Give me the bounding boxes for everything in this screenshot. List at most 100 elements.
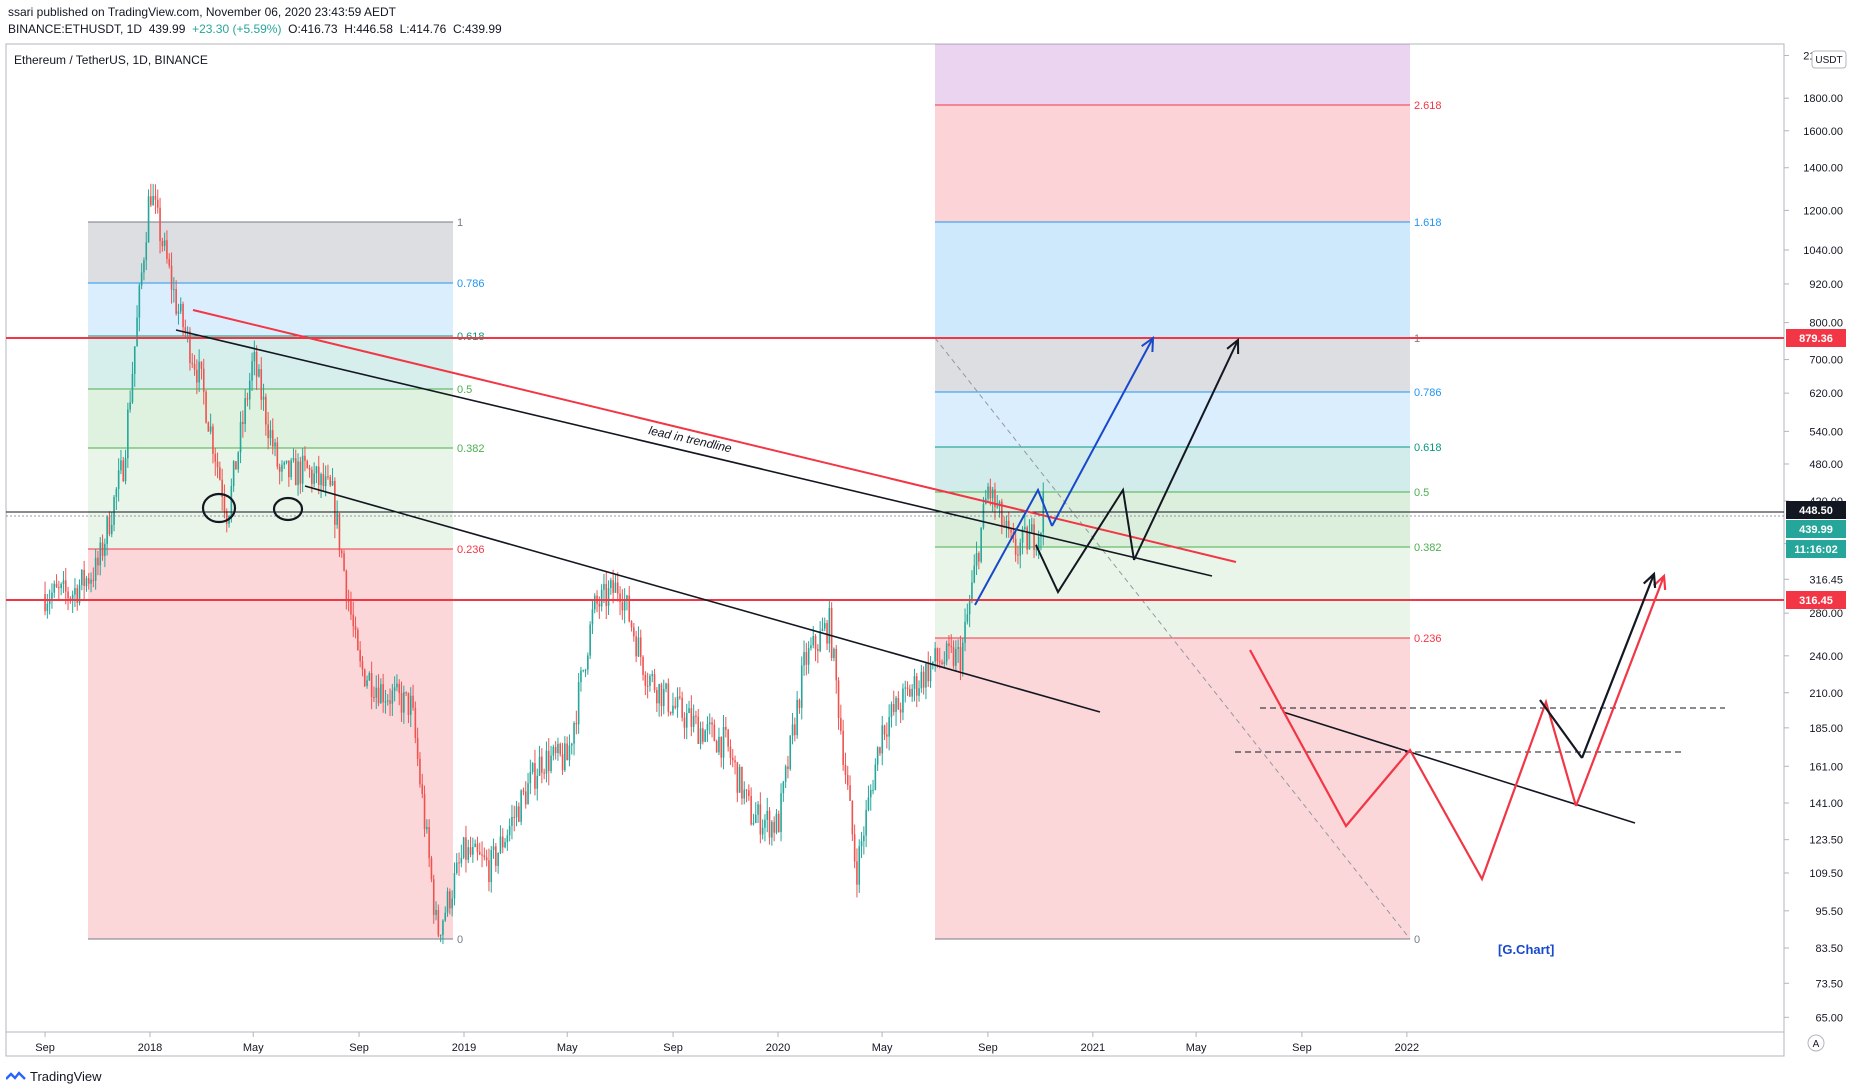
close-label: C: xyxy=(452,22,465,36)
candle-body xyxy=(400,693,403,713)
candle-body xyxy=(239,421,242,453)
auto-scale-button[interactable]: A xyxy=(1807,1034,1825,1052)
candle-body xyxy=(846,775,849,786)
candle-body xyxy=(94,557,97,581)
candle-body xyxy=(665,683,667,689)
candle-body xyxy=(104,543,106,556)
candle-body xyxy=(773,821,775,833)
candle-body xyxy=(950,646,953,648)
candle-body xyxy=(1033,524,1035,550)
candle-body xyxy=(147,196,150,243)
candle-body xyxy=(115,488,118,497)
candle-body xyxy=(968,600,971,615)
candle-body xyxy=(495,846,497,866)
y-tick-label: 316.45 xyxy=(1809,574,1843,586)
candle-body xyxy=(791,724,794,736)
blue-arrow xyxy=(1051,335,1155,527)
candle-body xyxy=(991,489,994,499)
candle-body xyxy=(55,583,58,588)
candle-body xyxy=(856,861,858,885)
candle-body xyxy=(966,614,969,622)
candle-body xyxy=(71,594,74,600)
fib-level-label: 1 xyxy=(457,217,463,229)
candle-body xyxy=(251,361,253,381)
x-tick-label: Sep xyxy=(1292,1042,1312,1054)
candle-body xyxy=(260,369,263,400)
candle-body xyxy=(612,580,614,593)
candle-body xyxy=(145,242,148,261)
candle-body xyxy=(265,396,267,425)
y-tick-label: 161.00 xyxy=(1809,761,1843,773)
arrow-head xyxy=(1653,573,1667,591)
y-tick-label: 1400.00 xyxy=(1803,163,1843,175)
price-tag-label: 879.36 xyxy=(1799,333,1833,345)
candle-body xyxy=(794,724,796,736)
candle-body xyxy=(892,704,895,713)
candle-body xyxy=(299,461,302,484)
fib-band xyxy=(935,547,1410,638)
candle-body xyxy=(446,891,449,913)
candle-body xyxy=(101,542,104,556)
candle-body xyxy=(352,614,355,627)
candle-body xyxy=(980,527,982,562)
candle-body xyxy=(582,669,585,671)
candle-body xyxy=(366,680,368,686)
candle-body xyxy=(294,458,297,486)
candle-body xyxy=(274,442,276,447)
candle-body xyxy=(959,647,962,671)
candle-body xyxy=(499,836,502,853)
candle-body xyxy=(897,697,900,710)
candle-body xyxy=(626,595,628,600)
fib-band xyxy=(935,492,1410,547)
time-axis: Sep 2018 May Sep 2019 May Sep 2020 May Sep 2021 May… xyxy=(35,1032,1419,1054)
candle-body xyxy=(796,699,798,736)
candle-body xyxy=(255,351,258,377)
candle-body xyxy=(373,696,375,698)
candle-body xyxy=(472,846,474,855)
candle-body xyxy=(681,697,683,718)
candle-body xyxy=(511,817,513,826)
candle-body xyxy=(754,814,757,823)
candle-body xyxy=(419,758,421,785)
candle-body xyxy=(207,422,210,432)
candle-body xyxy=(810,645,812,649)
y-tick-label: 480.00 xyxy=(1809,459,1843,471)
candle-body xyxy=(301,455,304,484)
candle-body xyxy=(800,665,803,708)
candle-body xyxy=(543,772,545,774)
candle-body xyxy=(683,717,686,728)
price-chart[interactable]: 10.7860.6180.50.3820.23602.6181.61810.78… xyxy=(0,0,1856,1064)
candle-body xyxy=(807,648,810,665)
candle-body xyxy=(324,476,327,487)
candle-body xyxy=(869,789,872,798)
candle-body xyxy=(380,684,382,704)
y-tick-label: 65.00 xyxy=(1815,1012,1843,1024)
fib-band xyxy=(88,222,453,283)
candle-body xyxy=(568,745,571,761)
candle-body xyxy=(163,240,166,247)
candle-body xyxy=(561,754,564,771)
arrow-shaft xyxy=(1580,573,1656,759)
candle-body xyxy=(646,685,649,687)
price-tag-label: 448.50 xyxy=(1799,505,1833,517)
candle-body xyxy=(315,466,318,474)
candle-body xyxy=(564,743,566,771)
x-tick-label: Sep xyxy=(663,1042,683,1054)
candle-body xyxy=(987,486,989,499)
candle-body xyxy=(552,746,555,756)
candle-body xyxy=(518,806,520,822)
candle-body xyxy=(432,879,435,915)
candle-body xyxy=(60,584,62,589)
candle-body xyxy=(619,593,621,603)
candle-body xyxy=(1019,542,1022,556)
x-tick-label: 2018 xyxy=(138,1042,162,1054)
candle-body xyxy=(414,707,417,738)
candle-body xyxy=(559,743,562,755)
candle-body xyxy=(541,756,543,773)
candle-body xyxy=(409,695,412,716)
candle-body xyxy=(212,426,214,454)
candle-body xyxy=(639,637,642,657)
candle-body xyxy=(550,755,552,772)
candle-body xyxy=(780,793,782,833)
candle-body xyxy=(377,687,380,704)
